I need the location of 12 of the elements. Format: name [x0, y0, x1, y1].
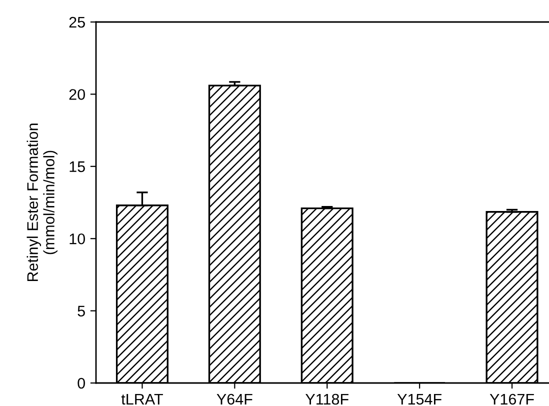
x-tick-label: Y64F — [216, 394, 252, 405]
y-tick-label: 5 — [78, 306, 85, 316]
x-tick-label: Y154F — [397, 394, 442, 405]
y-tick-label: 0 — [78, 378, 85, 389]
y-axis-title: Retinyl Ester Formation (mmol/min/mol) — [26, 124, 58, 282]
y-tick-label: 10 — [70, 233, 85, 244]
x-tick-label: Y167F — [490, 394, 534, 405]
x-tick-label: Y118F — [306, 394, 348, 405]
x-tick-label: tLRAT — [121, 394, 163, 405]
y-tick-label: 20 — [69, 89, 85, 100]
y-tick-label: 25 — [69, 16, 85, 28]
y-tick-label: 15 — [70, 161, 85, 172]
